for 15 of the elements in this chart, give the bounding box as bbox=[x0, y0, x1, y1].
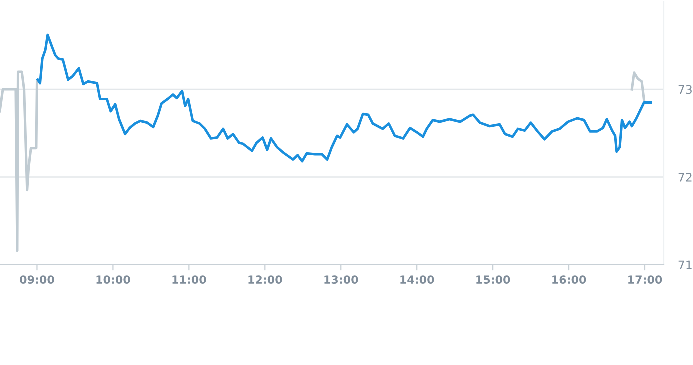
x-tick-label: 13:00 bbox=[324, 276, 358, 284]
y-tick-label: 72 bbox=[678, 173, 692, 182]
x-tick-label: 09:00 bbox=[20, 276, 54, 284]
line-series bbox=[36, 34, 652, 163]
line-series bbox=[0, 70, 38, 252]
x-tick-label: 17:00 bbox=[628, 276, 662, 284]
line-series bbox=[630, 72, 646, 102]
x-tick-label: 11:00 bbox=[172, 276, 206, 284]
x-tick-label: 10:00 bbox=[96, 276, 130, 284]
x-tick-label: 12:00 bbox=[248, 276, 282, 284]
y-tick-label: 71 bbox=[678, 260, 692, 270]
y-tick-label: 73 bbox=[678, 85, 692, 94]
x-tick-label: 15:00 bbox=[476, 276, 510, 284]
x-tick-label: 16:00 bbox=[552, 276, 586, 284]
x-tick-label: 14:00 bbox=[400, 276, 434, 284]
